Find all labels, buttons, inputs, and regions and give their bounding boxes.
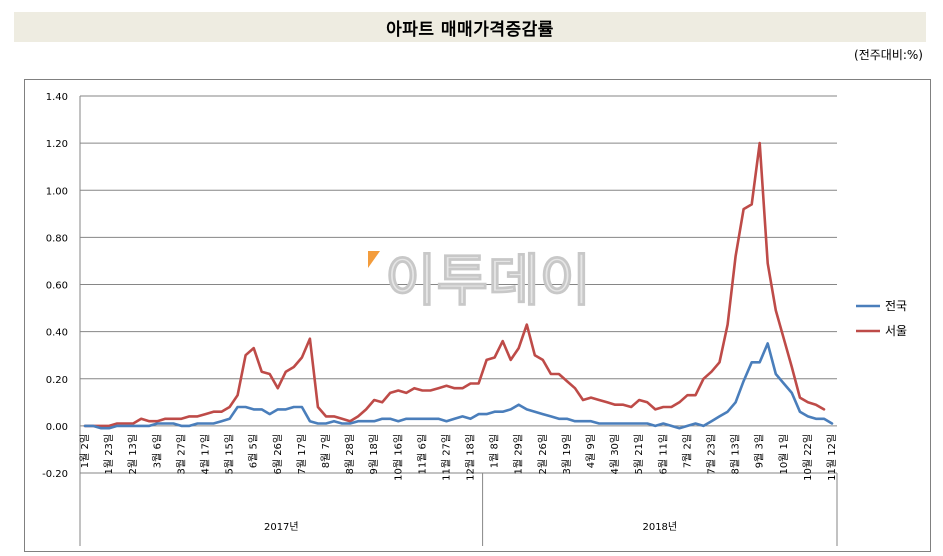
x-tick-label: 9월 18일 — [368, 434, 380, 475]
x-tick-label: 7월 2일 — [681, 434, 693, 468]
x-tick-label: 6월 26일 — [272, 434, 284, 475]
series-lines — [83, 141, 834, 430]
x-axis: 1월 2일 1월 23일 2월 13일 3월 6일 3월 27일 4월 17일 5월 15일… — [79, 434, 838, 546]
y-tick-label: 0.60 — [46, 281, 68, 292]
x-tick-label: 7월 23일 — [706, 434, 718, 475]
y-tick-label: 0.20 — [46, 375, 68, 386]
x-tick-label: 6월 5일 — [248, 434, 260, 468]
year-label-2018: 2018년 — [642, 521, 677, 533]
x-tick-label: 1월 23일 — [103, 434, 115, 475]
y-tick-label: 0.40 — [46, 328, 68, 339]
x-tick-label: 1월 8일 — [489, 434, 501, 468]
x-tick-label: 8월 13일 — [730, 434, 742, 475]
year-label-2017: 2017년 — [264, 521, 299, 533]
x-tick-label: 3월 6일 — [151, 434, 163, 468]
y-tick-label: -0.20 — [42, 469, 68, 480]
x-tick-label: 6월 11일 — [657, 434, 669, 475]
x-tick-label: 11월 12일 — [826, 434, 838, 481]
x-tick-label: 2월 26일 — [537, 434, 549, 475]
x-tick-label: 11월 27일 — [440, 434, 452, 481]
x-tick-label: 3월 27일 — [175, 434, 187, 475]
y-tick-label: 1.40 — [46, 92, 68, 103]
x-tick-label: 5월 21일 — [633, 434, 645, 475]
chart-title-bar: 아파트 매매가격증감률 — [14, 12, 926, 42]
chart-title: 아파트 매매가격증감률 — [386, 19, 554, 40]
x-tick-label: 4월 17일 — [199, 434, 211, 475]
x-tick-label: 3월 19일 — [561, 434, 573, 475]
x-tick-label: 10월 16일 — [392, 434, 404, 481]
x-tick-label: 9월 3일 — [754, 434, 766, 468]
unit-note: (전주대비:%) — [854, 48, 923, 62]
x-tick-label: 8월 28일 — [344, 434, 356, 475]
x-tick-label: 12월 18일 — [465, 434, 477, 481]
x-tick-label: 7월 17일 — [296, 434, 308, 475]
watermark-logo-mark — [368, 251, 380, 268]
x-tick-label: 1월 2일 — [79, 434, 91, 468]
gridlines — [80, 95, 837, 474]
x-tick-label: 4월 9일 — [585, 434, 597, 468]
chart-frame — [24, 79, 931, 552]
y-tick-label: 0.00 — [46, 422, 68, 433]
watermark-text: 이투데이 — [385, 249, 591, 314]
y-axis: 1.40 1.20 1.00 0.80 0.60 0.40 0.20 0.00 -0.20 — [42, 92, 81, 480]
x-tick-label: 10월 1일 — [778, 434, 790, 475]
x-tick-label: 2월 13일 — [127, 434, 139, 475]
x-tick-label: 8월 7일 — [320, 434, 332, 468]
y-tick-label: 1.00 — [46, 186, 68, 197]
x-tick-label: 4월 30일 — [609, 434, 621, 475]
y-tick-label: 1.20 — [46, 139, 68, 150]
y-tick-label: 0.80 — [46, 233, 68, 244]
series-line-seoul — [83, 141, 826, 428]
x-tick-label: 5월 15일 — [224, 434, 236, 475]
x-tick-label: 11월 6일 — [416, 434, 428, 475]
legend-label: 전국 — [885, 299, 907, 313]
x-tick-label: 10월 22일 — [802, 434, 814, 481]
series-line-national — [83, 342, 834, 430]
legend-label: 서울 — [885, 324, 907, 338]
x-tick-label: 1월 29일 — [513, 434, 525, 475]
